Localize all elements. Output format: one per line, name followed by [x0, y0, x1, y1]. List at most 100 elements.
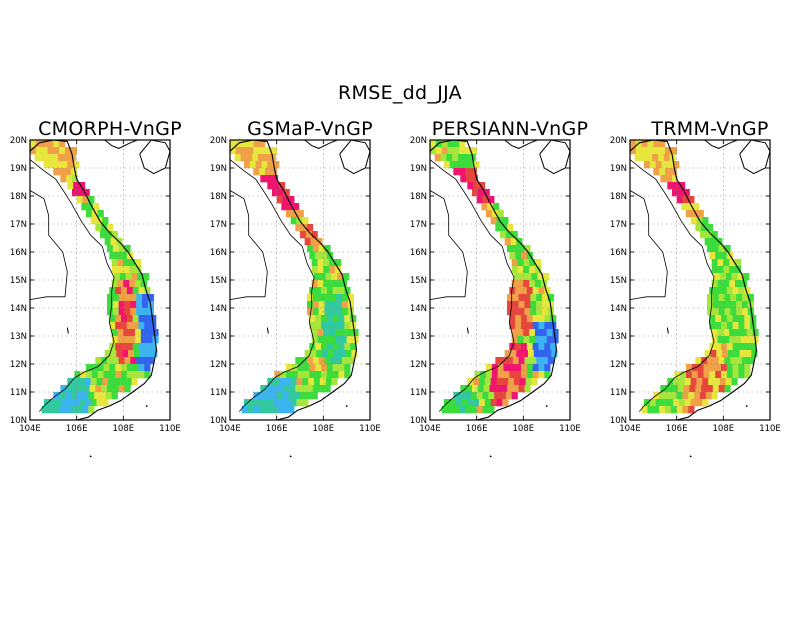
rmse-cell — [729, 280, 736, 288]
rmse-cell — [489, 385, 496, 393]
rmse-cell — [297, 364, 304, 372]
rmse-cell — [701, 385, 708, 393]
rmse-cell — [109, 287, 116, 295]
rmse-cell — [530, 301, 537, 309]
rmse-cell — [104, 238, 111, 246]
rmse-cell — [325, 378, 332, 386]
lat-tick-label: 11N — [210, 388, 227, 398]
rmse-cell — [53, 147, 60, 155]
rmse-cell — [744, 315, 751, 323]
rmse-cell — [123, 336, 130, 344]
rmse-cell — [109, 252, 116, 260]
coastline — [304, 139, 338, 149]
rmse-cell — [147, 308, 154, 316]
rmse-cell — [539, 350, 546, 358]
rmse-cell — [265, 392, 272, 400]
rmse-cell — [59, 147, 66, 155]
rmse-cell — [335, 329, 342, 337]
rmse-cell — [321, 287, 328, 295]
rmse-cell — [135, 259, 142, 267]
rmse-cell — [88, 406, 95, 414]
rmse-cell — [132, 315, 139, 323]
rmse-cell — [726, 364, 733, 372]
rmse-cell — [641, 406, 648, 414]
rmse-cell — [738, 343, 745, 351]
rmse-cell — [697, 364, 704, 372]
rmse-cell — [116, 350, 123, 358]
rmse-cell — [59, 168, 66, 176]
rmse-cell — [312, 245, 319, 253]
rmse-cell — [132, 343, 139, 351]
rmse-cell — [73, 161, 80, 169]
rmse-cell — [715, 371, 722, 379]
rmse-cell — [743, 273, 750, 281]
rmse-cell — [105, 392, 112, 400]
rmse-cell — [319, 378, 326, 386]
rmse-cell — [512, 385, 519, 393]
rmse-cell — [67, 182, 74, 190]
rmse-cell — [676, 406, 683, 414]
rmse-cell — [138, 322, 145, 330]
rmse-cell — [551, 350, 558, 358]
rmse-cell — [253, 168, 260, 176]
rmse-cell — [736, 301, 743, 309]
rmse-cell — [321, 371, 328, 379]
rmse-cell — [742, 294, 749, 302]
rmse-cell — [315, 322, 322, 330]
rmse-cell — [241, 406, 248, 414]
lat-tick-label: 11N — [10, 388, 27, 398]
rmse-grid-cells — [430, 140, 559, 414]
rmse-cell — [740, 329, 747, 337]
rmse-cell — [459, 392, 466, 400]
rmse-cell — [502, 399, 509, 407]
rmse-cell — [712, 308, 719, 316]
rmse-cell — [130, 308, 137, 316]
rmse-cell — [265, 168, 272, 176]
rmse-cell — [347, 357, 354, 365]
rmse-cell — [530, 294, 537, 302]
rmse-cell — [244, 399, 251, 407]
lon-tick-label: 104E — [419, 424, 441, 434]
rmse-cell — [249, 161, 256, 169]
rmse-cell — [246, 154, 253, 162]
rmse-cell — [332, 322, 339, 330]
rmse-cell — [132, 287, 139, 295]
rmse-cell — [736, 357, 743, 365]
rmse-cell — [714, 378, 721, 386]
rmse-cell — [729, 329, 736, 337]
rmse-cell — [111, 266, 118, 274]
rmse-cell — [465, 392, 472, 400]
rmse-cell — [332, 371, 339, 379]
rmse-cell — [524, 357, 531, 365]
rmse-cell — [276, 392, 283, 400]
rmse-cell — [41, 140, 48, 148]
rmse-cell — [335, 280, 342, 288]
rmse-cell — [282, 406, 289, 414]
rmse-cell — [311, 329, 318, 337]
rmse-cell — [118, 308, 125, 316]
rmse-cell — [253, 147, 260, 155]
rmse-cell — [330, 294, 337, 302]
rmse-cell — [744, 364, 751, 372]
rmse-cell — [88, 196, 95, 204]
rmse-cell — [263, 154, 270, 162]
rmse-cell — [544, 371, 551, 379]
rmse-cell — [143, 273, 150, 281]
rmse-cell — [532, 364, 539, 372]
rmse-cell — [252, 154, 259, 162]
lat-tick-label: 11N — [610, 388, 627, 398]
rmse-cell — [712, 301, 719, 309]
lon-tick-label: 110E — [159, 424, 181, 434]
rmse-cell — [537, 273, 544, 281]
rmse-cell — [545, 350, 552, 358]
rmse-cell — [731, 273, 738, 281]
rmse-cell — [522, 350, 529, 358]
rmse-cell — [107, 357, 114, 365]
lat-tick-label: 14N — [410, 304, 427, 314]
rmse-cell — [290, 217, 297, 225]
rmse-cell — [276, 406, 283, 414]
rmse-cell — [531, 273, 538, 281]
rmse-cell — [311, 231, 318, 239]
rmse-cell — [101, 385, 108, 393]
rmse-cell — [146, 329, 153, 337]
